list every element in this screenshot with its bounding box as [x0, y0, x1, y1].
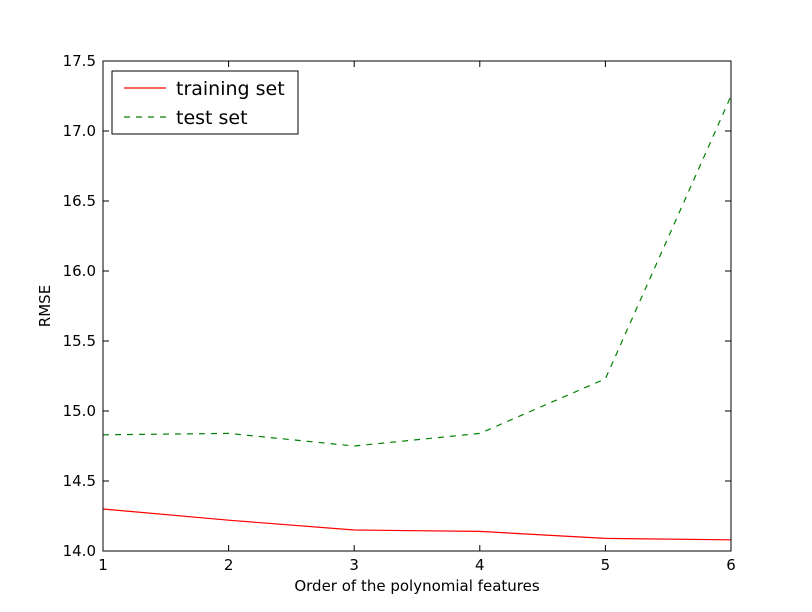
x-tick-label: 6 [726, 556, 736, 574]
x-tick-label: 3 [349, 556, 359, 574]
y-tick-label: 17.0 [63, 122, 96, 140]
y-tick-label: 16.0 [63, 262, 96, 280]
series-line-2 [102, 95, 732, 447]
x-axis-ticks: 1 2 3 4 5 6 [98, 61, 736, 574]
x-tick-label: 1 [98, 556, 108, 574]
legend: training set test set [111, 70, 299, 135]
series-line-1 [102, 508, 732, 541]
y-tick-label: 14.5 [63, 472, 96, 490]
x-tick-label: 5 [601, 556, 611, 574]
y-axis-ticks: 14.0 14.5 15.0 15.5 16.0 16.5 17.0 17.5 [63, 52, 731, 560]
x-tick-label: 4 [475, 556, 485, 574]
y-tick-label: 15.0 [63, 402, 96, 420]
y-tick-label: 17.5 [63, 52, 96, 70]
y-tick-label: 15.5 [63, 332, 96, 350]
legend-label-1: training set [176, 78, 285, 100]
plot-frame [102, 60, 732, 552]
series-layer [102, 95, 732, 541]
x-axis-label: Order of the polynomial features [294, 577, 539, 595]
y-tick-label: 14.0 [63, 542, 96, 560]
x-tick-label: 2 [224, 556, 234, 574]
y-axis-label: RMSE [36, 285, 54, 327]
y-tick-label: 16.5 [63, 192, 96, 210]
legend-box [111, 70, 299, 135]
legend-label-2: test set [176, 107, 248, 129]
